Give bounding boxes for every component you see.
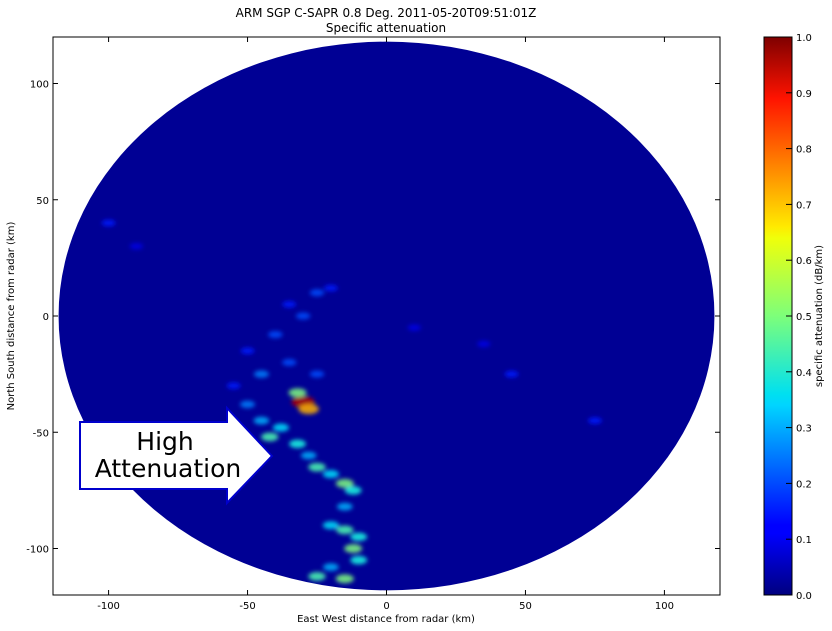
x-tick-label: 0 xyxy=(383,601,389,612)
attenuation-cell-3 xyxy=(309,289,325,297)
attenuation-cell-12 xyxy=(240,400,256,409)
high-attenuation-annotation: High Attenuation xyxy=(79,405,274,506)
x-tick-label: -50 xyxy=(239,601,255,612)
colorbar-tick-label: 0.8 xyxy=(796,145,812,156)
attenuation-cell-17 xyxy=(261,432,279,442)
attenuation-cell-1 xyxy=(129,242,143,250)
attenuation-cell-10 xyxy=(309,370,325,378)
attenuation-cell-28 xyxy=(350,532,368,542)
attenuation-cell-22 xyxy=(322,470,340,479)
attenuation-cell-14 xyxy=(298,403,319,415)
colorbar-label: specific attenuation (dB/km) xyxy=(814,245,825,387)
attenuation-cell-19 xyxy=(289,439,306,449)
attenuation-cell-2 xyxy=(282,300,297,308)
attenuation-cell-4 xyxy=(324,284,338,292)
annotation-arrow-box xyxy=(79,405,274,506)
chart-title: ARM SGP C-SAPR 0.8 Deg. 2011-05-20T09:51… xyxy=(236,6,537,20)
y-tick-label: 0 xyxy=(43,312,49,323)
attenuation-cell-6 xyxy=(268,331,283,339)
y-axis-ticks: -100 -50 0 50 100 xyxy=(26,80,720,556)
y-tick-label: 50 xyxy=(36,196,49,207)
colorbar-tick-label: 0.9 xyxy=(796,89,812,100)
attenuation-cell-5 xyxy=(295,312,311,320)
attenuation-cell-11 xyxy=(226,382,241,390)
attenuation-cell-37 xyxy=(407,324,421,331)
attenuation-cell-31 xyxy=(323,563,339,571)
attenuation-cell-7 xyxy=(240,347,255,355)
colorbar-tick-label: 0.3 xyxy=(796,424,812,435)
colorbar-tick-label: 0.4 xyxy=(796,368,812,379)
colorbar-tick-label: 0.7 xyxy=(796,200,812,211)
x-tick-label: 50 xyxy=(519,601,532,612)
attenuation-cell-32 xyxy=(308,572,326,581)
x-tick-label: 100 xyxy=(655,601,674,612)
attenuation-cell-24 xyxy=(344,486,362,495)
attenuation-cell-30 xyxy=(350,555,368,565)
plot-area xyxy=(58,41,715,591)
x-axis-label: East West distance from radar (km) xyxy=(297,614,475,625)
attenuation-cell-25 xyxy=(337,502,353,511)
attenuation-cell-20 xyxy=(300,451,317,460)
attenuation-cell-21 xyxy=(308,462,326,472)
attenuation-cell-27 xyxy=(336,525,354,535)
colorbar-ticks: 0.0 0.1 0.2 0.3 0.4 0.5 0.6 0.7 0.8 0.9 1.0 xyxy=(786,33,812,602)
attenuation-cell-36 xyxy=(477,340,491,348)
x-axis-ticks: -100 -50 0 50 100 xyxy=(97,37,674,612)
attenuation-features xyxy=(101,219,602,584)
colorbar-tick-label: 0.6 xyxy=(796,256,812,267)
annotation-text-line1: High xyxy=(136,427,193,456)
colorbar-tick-label: 0.0 xyxy=(796,591,812,602)
attenuation-cell-16 xyxy=(253,416,270,425)
attenuation-cell-33 xyxy=(335,574,354,584)
attenuation-cell-9 xyxy=(282,358,297,367)
colorbar-tick-label: 0.1 xyxy=(796,535,812,546)
y-tick-label: -50 xyxy=(33,428,49,439)
y-tick-label: 100 xyxy=(30,80,49,91)
attenuation-cell-29 xyxy=(344,544,363,553)
chart-subtitle: Specific attenuation xyxy=(326,21,446,35)
y-axis-label: North South distance from radar (km) xyxy=(6,222,17,411)
attenuation-cell-0 xyxy=(101,219,116,227)
colorbar-tick-label: 0.2 xyxy=(796,479,812,490)
x-tick-label: -100 xyxy=(97,601,120,612)
radar-coverage-disc xyxy=(58,41,715,591)
attenuation-cell-8 xyxy=(253,370,269,378)
attenuation-cell-15 xyxy=(288,388,307,398)
colorbar-tick-label: 1.0 xyxy=(796,33,812,44)
attenuation-cell-18 xyxy=(272,423,289,432)
y-tick-label: -100 xyxy=(26,545,49,556)
attenuation-cell-23 xyxy=(335,478,354,488)
attenuation-cell-35 xyxy=(588,417,602,425)
colorbar-tick-label: 0.5 xyxy=(796,312,812,323)
attenuation-cell-26 xyxy=(322,521,340,530)
attenuation-cell-34 xyxy=(504,370,519,378)
annotation-text-line2: Attenuation xyxy=(95,454,242,483)
